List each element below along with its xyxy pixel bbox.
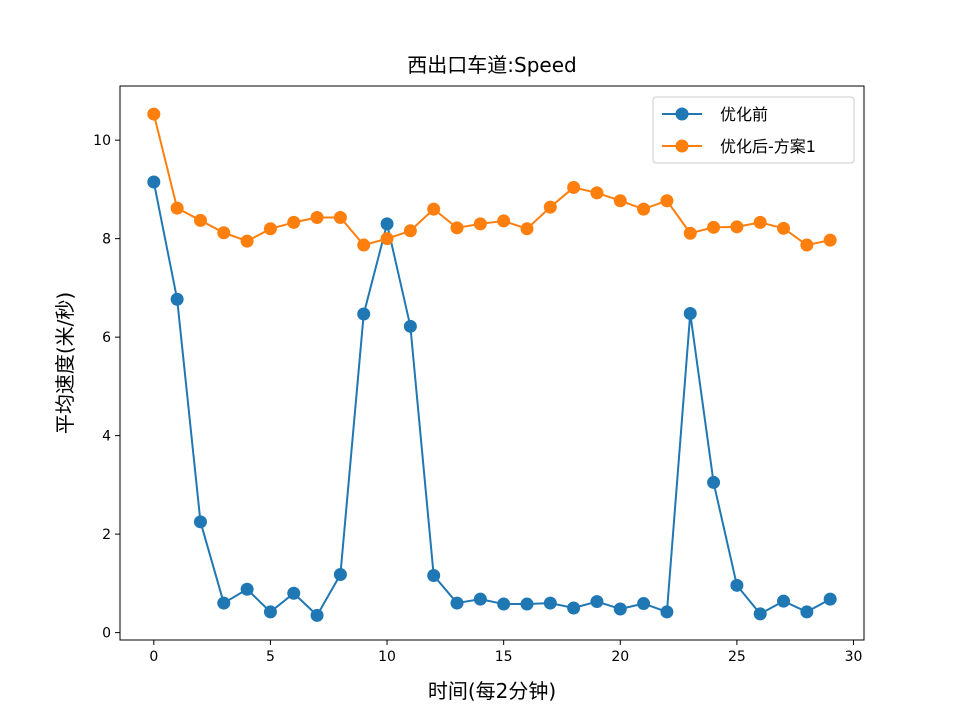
y-tick-label: 0 xyxy=(102,626,111,642)
x-axis-ticks: 0 5 10 15 20 25 30 xyxy=(149,640,862,665)
data-point-0 xyxy=(263,605,277,619)
x-tick-label: 0 xyxy=(149,649,158,665)
data-point-0 xyxy=(450,596,464,610)
data-point-0 xyxy=(707,475,721,489)
data-point-0 xyxy=(403,319,417,333)
y-tick-label: 4 xyxy=(102,429,111,445)
data-point-0 xyxy=(310,608,324,622)
data-point-0 xyxy=(240,582,254,596)
data-point-1 xyxy=(403,224,417,238)
y-tick-label: 8 xyxy=(102,232,111,248)
data-point-1 xyxy=(567,180,581,194)
data-point-0 xyxy=(730,578,744,592)
data-point-0 xyxy=(170,292,184,306)
data-point-1 xyxy=(147,107,161,121)
y-tick-label: 6 xyxy=(102,330,111,346)
data-point-0 xyxy=(567,601,581,615)
legend-label-before: 优化前 xyxy=(720,105,768,124)
data-point-1 xyxy=(240,234,254,248)
legend-marker-before xyxy=(675,107,689,121)
x-tick-label: 15 xyxy=(495,649,513,665)
data-point-1 xyxy=(263,222,277,236)
data-point-1 xyxy=(590,186,604,200)
x-tick-label: 5 xyxy=(266,649,275,665)
data-point-0 xyxy=(753,607,767,621)
data-point-0 xyxy=(660,605,674,619)
x-tick-label: 10 xyxy=(378,649,396,665)
plot-area xyxy=(120,86,864,640)
data-point-1 xyxy=(310,210,324,224)
data-point-0 xyxy=(217,596,231,610)
x-tick-label: 25 xyxy=(728,649,746,665)
data-point-0 xyxy=(777,594,791,608)
data-point-0 xyxy=(543,596,557,610)
data-point-1 xyxy=(753,215,767,229)
data-point-0 xyxy=(637,597,651,611)
x-tick-label: 20 xyxy=(611,649,629,665)
data-point-0 xyxy=(683,307,697,321)
x-tick-label: 30 xyxy=(845,649,863,665)
legend-box xyxy=(652,96,855,164)
data-point-1 xyxy=(357,238,371,252)
data-point-1 xyxy=(823,233,837,247)
data-point-0 xyxy=(427,568,441,582)
legend: 优化前 优化后-方案1 xyxy=(652,96,855,164)
data-point-0 xyxy=(193,515,207,529)
data-point-0 xyxy=(497,597,511,611)
data-point-1 xyxy=(683,226,697,240)
y-axis-label: 平均速度(米/秒) xyxy=(53,292,77,434)
data-point-0 xyxy=(613,602,627,616)
y-tick-label: 10 xyxy=(93,133,111,149)
data-point-1 xyxy=(707,220,721,234)
y-axis-ticks: 0 2 4 6 8 10 xyxy=(93,133,120,642)
legend-marker-after xyxy=(675,139,689,153)
data-point-1 xyxy=(193,213,207,227)
data-point-1 xyxy=(520,222,534,236)
x-axis-label: 时间(每2分钟) xyxy=(428,679,556,703)
data-point-0 xyxy=(357,307,371,321)
data-point-1 xyxy=(730,220,744,234)
data-point-0 xyxy=(147,175,161,189)
data-point-1 xyxy=(613,194,627,208)
y-tick-label: 2 xyxy=(102,527,111,543)
data-point-1 xyxy=(170,201,184,215)
data-point-1 xyxy=(450,221,464,235)
data-point-0 xyxy=(287,586,301,600)
data-point-1 xyxy=(777,221,791,235)
data-point-1 xyxy=(217,226,231,240)
chart-title: 西出口车道:Speed xyxy=(407,53,576,77)
data-point-0 xyxy=(800,605,814,619)
plot-frame xyxy=(119,85,865,641)
data-point-0 xyxy=(380,217,394,231)
data-point-1 xyxy=(473,217,487,231)
data-point-1 xyxy=(497,214,511,228)
data-point-1 xyxy=(380,232,394,246)
data-point-0 xyxy=(333,568,347,582)
legend-label-after: 优化后-方案1 xyxy=(720,137,816,156)
data-point-0 xyxy=(590,595,604,609)
data-point-0 xyxy=(473,592,487,606)
data-point-0 xyxy=(520,597,534,611)
data-point-1 xyxy=(543,200,557,214)
data-point-1 xyxy=(637,202,651,216)
series-layer xyxy=(147,107,837,622)
data-point-1 xyxy=(427,202,441,216)
data-point-1 xyxy=(660,194,674,208)
data-point-1 xyxy=(333,210,347,224)
data-point-0 xyxy=(823,592,837,606)
data-point-1 xyxy=(287,215,301,229)
data-point-1 xyxy=(800,238,814,252)
